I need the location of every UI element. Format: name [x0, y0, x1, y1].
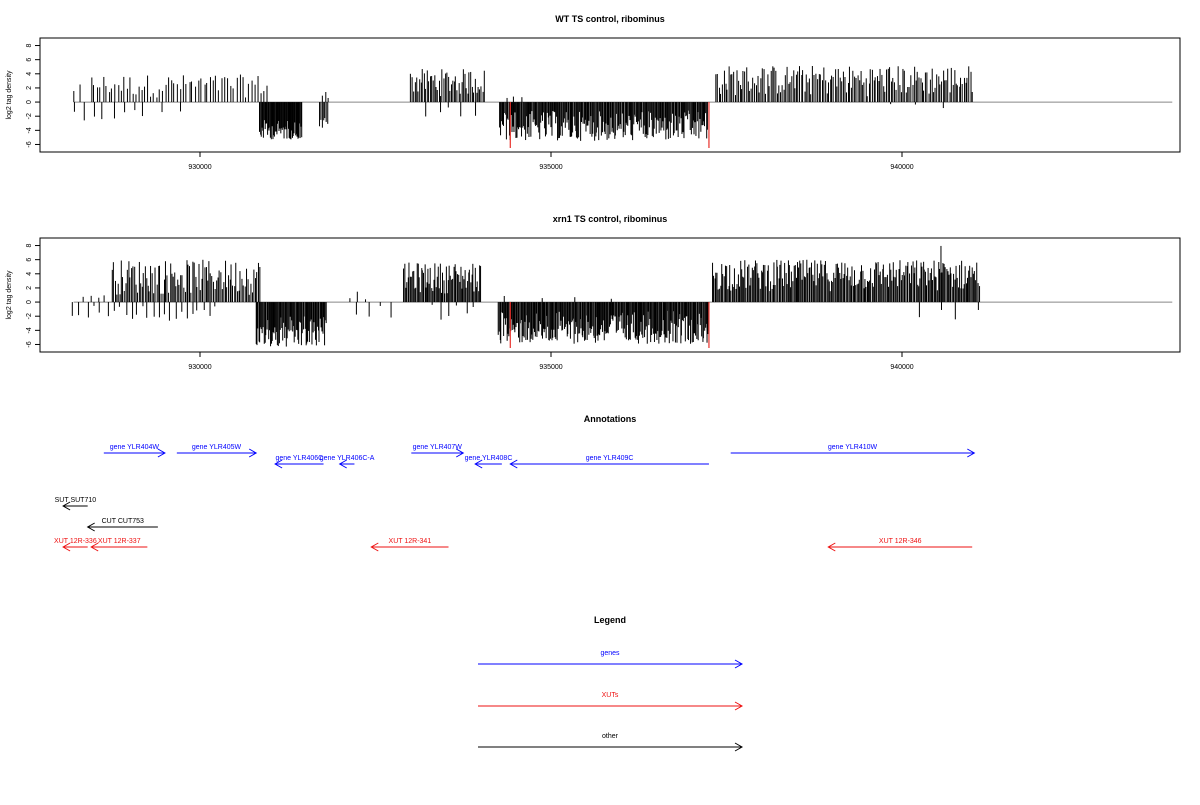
x-tick-label: 930000 — [188, 164, 211, 171]
annotation-feature: gene YLR404W — [103, 444, 166, 458]
y-tick-label: 4 — [26, 72, 33, 76]
y-tick-label: 6 — [26, 58, 33, 62]
legend: Legend genes XUTs other — [478, 615, 744, 752]
y-tick-label: 4 — [26, 272, 33, 276]
annotation-feature: gene YLR405W — [176, 444, 258, 458]
x-tick-label: 930000 — [188, 364, 211, 371]
y-tick-label: 8 — [26, 243, 33, 247]
annotations-panel: Annotations gene YLR404W gene YLR405W gene … — [54, 414, 976, 552]
annotation-feature: gene YLR410W — [730, 444, 976, 458]
annotation-feature: gene YLR406C — [274, 455, 324, 469]
annotation-feature: SUT SUT710 — [55, 497, 97, 511]
arrow-left-icon — [62, 501, 71, 511]
legend-label: other — [602, 733, 619, 740]
feature-label: gene YLR408C — [465, 455, 513, 462]
x-tick-label: 940000 — [890, 364, 913, 371]
y-tick-label: 6 — [26, 258, 33, 262]
arrow-right-icon — [157, 448, 166, 458]
chart-panel-2: xrn1 TS control, ribominus log2 tag densi… — [6, 214, 1181, 371]
annotation-feature: gene YLR408C — [465, 455, 513, 469]
arrow-right-icon — [967, 448, 976, 458]
arrow-left-icon — [509, 459, 518, 469]
arrow-left-icon — [90, 542, 99, 552]
bar-series — [71, 245, 981, 347]
annotations-title: Annotations — [584, 414, 637, 424]
feature-label: CUT CUT753 — [102, 518, 144, 525]
annotation-feature: XUT 12R-346 — [827, 538, 973, 552]
arrow-right-icon — [734, 701, 744, 711]
feature-label: SUT SUT710 — [55, 497, 97, 504]
legend-item: other — [478, 733, 744, 752]
y-tick-label: -4 — [26, 127, 33, 133]
arrow-right-icon — [456, 448, 465, 458]
y-tick-label: 8 — [26, 43, 33, 47]
y-tick-label: 2 — [26, 86, 33, 90]
annotation-feature: gene YLR407W — [411, 444, 465, 458]
annotation-feature: gene YLR406C-A — [320, 455, 375, 469]
annotation-feature: XUT 12R-337 — [90, 538, 148, 552]
arrow-left-icon — [274, 459, 283, 469]
y-axis-label: log2 tag density — [6, 70, 13, 120]
plot-frame — [39, 237, 1181, 353]
bar-series — [73, 65, 973, 141]
arrow-right-icon — [734, 659, 744, 669]
arrow-left-icon — [338, 459, 347, 469]
annotation-feature: XUT 12R-341 — [370, 538, 449, 552]
legend-label: genes — [600, 650, 620, 657]
annotation-feature: gene YLR409C — [509, 455, 709, 469]
arrow-left-icon — [62, 542, 71, 552]
y-tick-label: -2 — [26, 113, 33, 119]
chart-panel-1: WT TS control, ribominus log2 tag density… — [6, 14, 1181, 171]
chart-title: xrn1 TS control, ribominus — [553, 214, 668, 224]
y-tick-label: -6 — [26, 141, 33, 147]
feature-label: gene YLR409C — [586, 455, 634, 462]
feature-label: XUT 12R-337 — [98, 538, 141, 545]
y-tick-label: 0 — [26, 300, 33, 304]
y-axis-label: log2 tag density — [6, 270, 13, 320]
legend-label: XUTs — [602, 692, 619, 699]
x-tick-label: 935000 — [539, 364, 562, 371]
legend-title: Legend — [594, 615, 626, 625]
y-tick-label: -2 — [26, 313, 33, 319]
arrow-right-icon — [248, 448, 258, 458]
annotation-feature: CUT CUT753 — [86, 518, 158, 532]
arrow-left-icon — [370, 542, 379, 552]
feature-label: gene YLR407W — [413, 444, 463, 451]
x-tick-label: 940000 — [890, 164, 913, 171]
feature-label: gene YLR406C-A — [320, 455, 375, 462]
arrow-left-icon — [86, 522, 95, 532]
feature-label: gene YLR404W — [110, 444, 160, 451]
feature-label: gene YLR410W — [828, 444, 878, 451]
feature-label: gene YLR406C — [275, 455, 323, 462]
annotation-feature: XUT 12R-336 — [54, 538, 97, 552]
y-tick-label: 0 — [26, 100, 33, 104]
chart-title: WT TS control, ribominus — [555, 14, 665, 24]
y-tick-label: -4 — [26, 327, 33, 333]
feature-label: XUT 12R-341 — [389, 538, 432, 545]
plot-frame — [39, 37, 1181, 153]
arrow-left-icon — [827, 542, 836, 552]
y-tick-label: 2 — [26, 286, 33, 290]
legend-item: genes — [478, 650, 744, 669]
y-tick-label: -6 — [26, 341, 33, 347]
arrow-left-icon — [474, 459, 483, 469]
feature-label: gene YLR405W — [192, 444, 242, 451]
x-tick-label: 935000 — [539, 164, 562, 171]
legend-item: XUTs — [478, 692, 744, 711]
feature-label: XUT 12R-336 — [54, 538, 97, 545]
arrow-right-icon — [734, 742, 744, 752]
feature-label: XUT 12R-346 — [879, 538, 922, 545]
